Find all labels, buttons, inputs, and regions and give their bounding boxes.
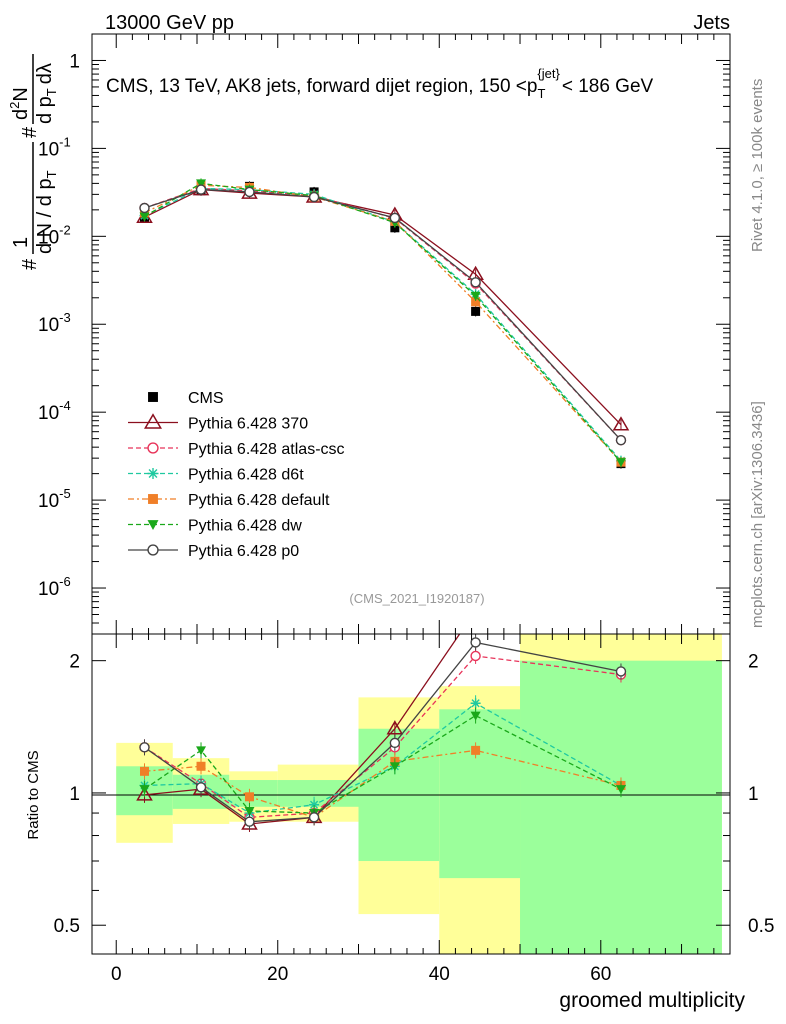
legend-label-pythia-6-428-atlas-csc: Pythia 6.428 atlas-csc [188, 441, 345, 458]
main-axis-ticks: 10-6 10-5 10-4 10-3 10-2 10-1 1 [38, 33, 730, 635]
x-tick-label: 0 [111, 964, 122, 985]
main-point-pythia-6-428-p0 [470, 277, 481, 288]
main-point-pythia-6-428-dw [139, 212, 150, 222]
ratio-point-pythia-6-428-dw [615, 785, 626, 795]
ratio-uncertainty-bands [116, 634, 722, 954]
main-point-pythia-6-428-dw [470, 291, 481, 301]
main-point-cms [390, 223, 400, 233]
ratio-point-pythia-6-428-370 [386, 720, 404, 735]
legend-label-pythia-6-428-370: Pythia 6.428 370 [188, 416, 308, 433]
ylabel-dpt-dlambda: d pTdλ [34, 63, 59, 124]
ylabel-hash-1: # [19, 258, 41, 270]
ratio-ylabel: Ratio to CMS [25, 750, 42, 839]
main-point-pythia-6-428-p0 [244, 186, 255, 198]
ratio-point-pythia-6-428-370 [136, 786, 153, 801]
main-ytick-label: 10-6 [38, 574, 71, 600]
ratio-band-inner [439, 709, 521, 879]
legend-marker-pythia-6-428-d6t [147, 468, 159, 479]
ratio-point-pythia-6-428-default [244, 792, 254, 802]
legend: CMS Pythia 6.428 370 Pythia 6.428 atlas-cs… [128, 390, 345, 560]
legend-label-pythia-6-428-dw: Pythia 6.428 dw [188, 518, 302, 535]
legend-marker-pythia-6-428-default [148, 494, 158, 504]
ratio-point-pythia-6-428-dw [470, 711, 481, 721]
legend-label-cms: CMS [188, 390, 224, 407]
side-label-rivet: Rivet 4.1.0, ≥ 100k events [749, 79, 766, 252]
ratio-band-inner [520, 660, 722, 954]
ylabel-one: 1 [10, 237, 32, 248]
legend-label-pythia-6-428-p0: Pythia 6.428 p0 [188, 543, 299, 560]
ylabel-dn-dpt: d N / d pT [34, 170, 59, 254]
ratio-point-pythia-6-428-default [196, 761, 206, 771]
main-point-pythia-6-428-p0 [615, 435, 627, 446]
legend-marker-pythia-6-428-atlas-csc [147, 442, 159, 454]
main-point-cms [471, 306, 481, 316]
legend-marker-cms [148, 392, 158, 402]
legend-label-pythia-6-428-default: Pythia 6.428 default [188, 492, 330, 509]
ratio-point-pythia-6-428-370 [614, 589, 628, 601]
ratio-point-pythia-6-428-p0 [244, 816, 255, 827]
legend-label-pythia-6-428-d6t: Pythia 6.428 d6t [188, 467, 304, 484]
plot-title: CMS, 13 TeV, AK8 jets, forward dijet reg… [106, 66, 654, 101]
ratio-point-pythia-6-428-dw [196, 746, 207, 756]
ratio-point-pythia-6-428-dw [139, 785, 150, 795]
ratio-point-pythia-6-428-p0 [389, 737, 401, 749]
ratio-ytick-label-right: 1 [748, 784, 759, 805]
ratio-point-pythia-6-428-default [471, 745, 481, 755]
main-ytick-label: 10-3 [38, 310, 71, 336]
side-label-mcplots: mcplots.cern.ch [arXiv:1306.3436] [749, 401, 766, 628]
ratio-plot-frame [91, 633, 731, 955]
ratio-point-pythia-6-428-d6t [470, 698, 481, 709]
ratio-point-pythia-6-428-d6t [309, 799, 320, 810]
ratio-band-inner [277, 780, 359, 807]
ratio-series-layer [92, 589, 730, 832]
legend-marker-pythia-6-428-dw [147, 520, 159, 530]
main-point-pythia-6-428-p0 [139, 202, 150, 214]
main-point-pythia-6-428-p0 [195, 184, 207, 195]
legend-marker-pythia-6-428-370 [143, 413, 163, 429]
ratio-point-pythia-6-428-p0 [615, 666, 627, 677]
ratio-point-pythia-6-428-p0 [308, 812, 320, 823]
header-right: Jets [693, 12, 730, 34]
main-ytick-label: 10-4 [38, 398, 71, 424]
main-ytick-label: 10-5 [38, 486, 71, 512]
ratio-point-pythia-6-428-default [139, 766, 149, 776]
ratio-point-pythia-6-428-p0 [470, 637, 481, 648]
ylabel-d2n: d2N [7, 87, 32, 120]
x-axis-label: groomed multiplicity [559, 989, 745, 1012]
main-point-pythia-6-428-370 [612, 416, 630, 431]
main-point-pythia-6-428-dw [196, 179, 207, 189]
analysis-watermark: (CMS_2021_I1920187) [349, 591, 484, 606]
main-point-pythia-6-428-p0 [308, 191, 320, 203]
main-series-layer [136, 178, 630, 469]
ratio-point-pythia-6-428-atlas-csc [470, 650, 481, 662]
ratio-point-pythia-6-428-p0 [195, 782, 207, 793]
main-point-pythia-6-428-dw [615, 458, 626, 468]
legend-marker-pythia-6-428-p0 [147, 544, 159, 556]
x-tick-label: 60 [590, 964, 611, 985]
ratio-ytick-label-left: 2 [69, 652, 80, 673]
ratio-point-pythia-6-428-dw [389, 762, 400, 772]
header-left: 13000 GeV pp [105, 12, 234, 34]
ratio-ytick-label-right: 0.5 [748, 916, 774, 937]
main-ytick-label: 10-2 [38, 222, 71, 248]
x-tick-label: 20 [267, 964, 288, 985]
ratio-ytick-label-left: 0.5 [54, 916, 80, 937]
ylabel-hash-2: # [19, 126, 41, 138]
ratio-ytick-label-right: 2 [748, 652, 759, 673]
ratio-axis-ticks: 0.5 0.51 12 20 20 40 60 [54, 634, 774, 985]
ratio-point-pythia-6-428-dw [244, 806, 255, 816]
ratio-point-pythia-6-428-p0 [139, 742, 150, 753]
main-ylabel: # 1 d N / d pT # d2N d pTdλ [7, 54, 59, 270]
main-ytick-label: 10-1 [38, 134, 71, 160]
main-point-pythia-6-428-p0 [389, 212, 401, 224]
x-tick-label: 40 [429, 964, 450, 985]
main-ytick-label: 1 [69, 51, 80, 72]
ratio-ytick-label-left: 1 [69, 784, 80, 805]
main-point-pythia-6-428-default [471, 297, 481, 307]
